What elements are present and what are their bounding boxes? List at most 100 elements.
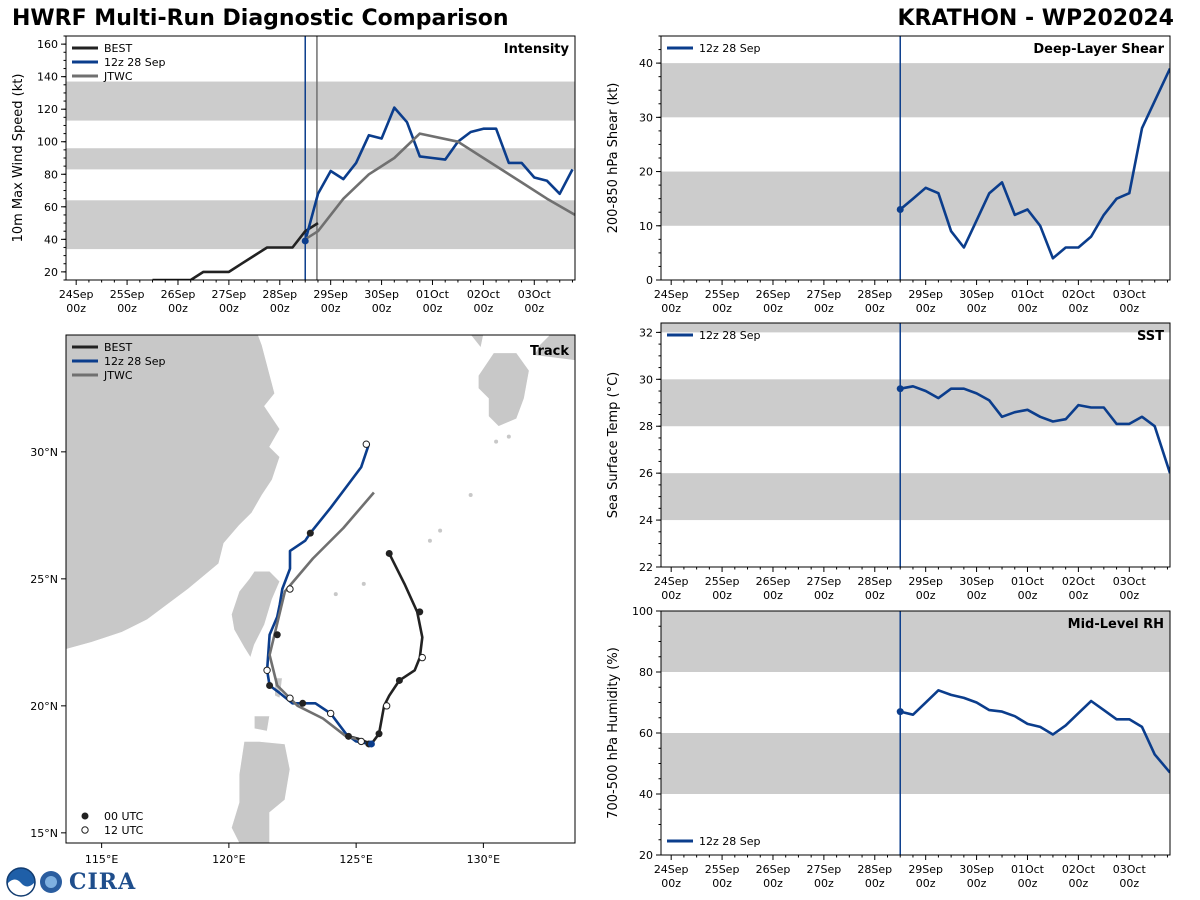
intensity-xtick-hour: 00z bbox=[270, 302, 290, 315]
track-point-12utc bbox=[286, 585, 294, 593]
rh-xtick-day: 03Oct bbox=[1113, 863, 1147, 876]
track-point-00utc bbox=[344, 732, 352, 740]
kyushu-land bbox=[477, 352, 530, 427]
islet-land bbox=[333, 592, 338, 597]
rh-xtick-day: 01Oct bbox=[1011, 863, 1045, 876]
rh-xtick-day: 30Sep bbox=[959, 863, 994, 876]
islet-land bbox=[361, 581, 366, 586]
shear-xtick-hour: 00z bbox=[763, 302, 783, 315]
track-xtick-label: 120°E bbox=[212, 853, 245, 866]
sst-ytick-label: 22 bbox=[639, 561, 653, 574]
shear-band bbox=[661, 171, 1170, 226]
legend-label-best: BEST bbox=[104, 341, 132, 354]
track-point-00utc bbox=[273, 631, 281, 639]
sst-xtick-day: 01Oct bbox=[1011, 575, 1045, 588]
shear-xtick-hour: 00z bbox=[1119, 302, 1139, 315]
track-point-00utc bbox=[395, 676, 403, 684]
intensity-xtick-hour: 00z bbox=[219, 302, 239, 315]
sst-band bbox=[661, 473, 1170, 521]
intensity-xtick-hour: 00z bbox=[321, 302, 341, 315]
rh-series-run bbox=[899, 688, 1170, 774]
intensity-xtick-day: 30Sep bbox=[364, 288, 399, 301]
track-line-run bbox=[265, 443, 371, 746]
legend-label-00utc: 00 UTC bbox=[104, 810, 144, 823]
shear-ytick-label: 20 bbox=[639, 166, 653, 179]
shear-xtick-day: 25Sep bbox=[705, 288, 740, 301]
intensity-xtick-day: 24Sep bbox=[59, 288, 94, 301]
sst-ytick-label: 26 bbox=[639, 467, 653, 480]
intensity-xtick-hour: 00z bbox=[168, 302, 188, 315]
shear-xtick-day: 01Oct bbox=[1011, 288, 1045, 301]
legend-label-jtwc: JTWC bbox=[103, 369, 133, 382]
shear-xtick-hour: 00z bbox=[916, 302, 936, 315]
sst-xtick-hour: 00z bbox=[967, 589, 987, 602]
legend-label-run: 12z 28 Sep bbox=[104, 355, 166, 368]
rh-xtick-hour: 00z bbox=[1018, 877, 1038, 890]
intensity-band bbox=[66, 200, 575, 250]
sst-ylabel: Sea Surface Temp (°C) bbox=[606, 372, 621, 519]
track-point-00utc bbox=[299, 699, 307, 707]
sst-xtick-day: 28Sep bbox=[857, 575, 892, 588]
rh-ytick-label: 60 bbox=[639, 727, 653, 740]
sst-xtick-day: 26Sep bbox=[756, 575, 791, 588]
legend-label-best: BEST bbox=[104, 42, 132, 55]
shear-plot-area bbox=[661, 36, 1170, 280]
track-ytick-label: 25°N bbox=[30, 573, 58, 586]
intensity-xtick-hour: 00z bbox=[524, 302, 544, 315]
sst-panel: 22242628303224Sep00z25Sep00z26Sep00z27Se… bbox=[606, 322, 1171, 602]
track-point-00utc bbox=[385, 549, 393, 557]
rh-xtick-day: 29Sep bbox=[908, 863, 943, 876]
legend-label-jtwc: JTWC bbox=[103, 70, 133, 83]
rh-xtick-day: 26Sep bbox=[756, 863, 791, 876]
sst-ytick-label: 30 bbox=[639, 373, 653, 386]
track-ytick-label: 15°N bbox=[30, 827, 58, 840]
rh-xtick-hour: 00z bbox=[1119, 877, 1139, 890]
shear-xtick-day: 24Sep bbox=[654, 288, 689, 301]
sst-xtick-hour: 00z bbox=[763, 589, 783, 602]
rh-xtick-hour: 00z bbox=[1068, 877, 1088, 890]
intensity-ytick-label: 80 bbox=[44, 168, 58, 181]
track-point-12utc bbox=[382, 702, 391, 710]
sst-series-run bbox=[899, 384, 1170, 474]
rh-xtick-hour: 00z bbox=[865, 877, 885, 890]
track-frame bbox=[65, 334, 576, 844]
intensity-band bbox=[66, 148, 575, 170]
rh-xtick-day: 24Sep bbox=[654, 863, 689, 876]
islet-land bbox=[438, 528, 443, 533]
shear-xtick-hour: 00z bbox=[712, 302, 732, 315]
shear-xtick-day: 03Oct bbox=[1113, 288, 1147, 301]
track-ytick-label: 20°N bbox=[30, 700, 58, 713]
sst-band bbox=[661, 323, 1170, 333]
shear-title: Deep-Layer Shear bbox=[1033, 42, 1164, 57]
shear-ytick-label: 40 bbox=[639, 57, 653, 70]
shear-xtick-day: 02Oct bbox=[1062, 288, 1096, 301]
sst-xtick-day: 27Sep bbox=[807, 575, 842, 588]
sst-xtick-hour: 00z bbox=[712, 589, 732, 602]
intensity-series-run bbox=[303, 106, 574, 242]
intensity-xtick-day: 27Sep bbox=[212, 288, 247, 301]
sst-xtick-hour: 00z bbox=[916, 589, 936, 602]
sst-xtick-day: 29Sep bbox=[908, 575, 943, 588]
intensity-xtick-day: 03Oct bbox=[518, 288, 552, 301]
track-point-12utc bbox=[286, 694, 294, 702]
shear-xtick-day: 30Sep bbox=[959, 288, 994, 301]
babuyan-land bbox=[254, 715, 270, 732]
luzon-land bbox=[231, 741, 291, 843]
intensity-ytick-label: 120 bbox=[37, 103, 58, 116]
rh-title: Mid-Level RH bbox=[1068, 617, 1164, 632]
track-point-00utc bbox=[266, 682, 274, 690]
rh-ytick-label: 40 bbox=[639, 788, 653, 801]
rh-xtick-hour: 00z bbox=[916, 877, 936, 890]
rh-xtick-day: 28Sep bbox=[857, 863, 892, 876]
rh-band bbox=[661, 611, 1170, 672]
chart-title: HWRF Multi-Run Diagnostic Comparison bbox=[12, 6, 509, 31]
intensity-xtick-hour: 00z bbox=[117, 302, 137, 315]
intensity-series-best bbox=[152, 222, 319, 280]
shear-ytick-label: 30 bbox=[639, 111, 653, 124]
legend-label-run: 12z 28 Sep bbox=[104, 56, 166, 69]
track-point-12utc bbox=[357, 737, 365, 746]
intensity-xtick-day: 02Oct bbox=[467, 288, 501, 301]
sst-xtick-day: 25Sep bbox=[705, 575, 740, 588]
rh-xtick-hour: 00z bbox=[712, 877, 732, 890]
